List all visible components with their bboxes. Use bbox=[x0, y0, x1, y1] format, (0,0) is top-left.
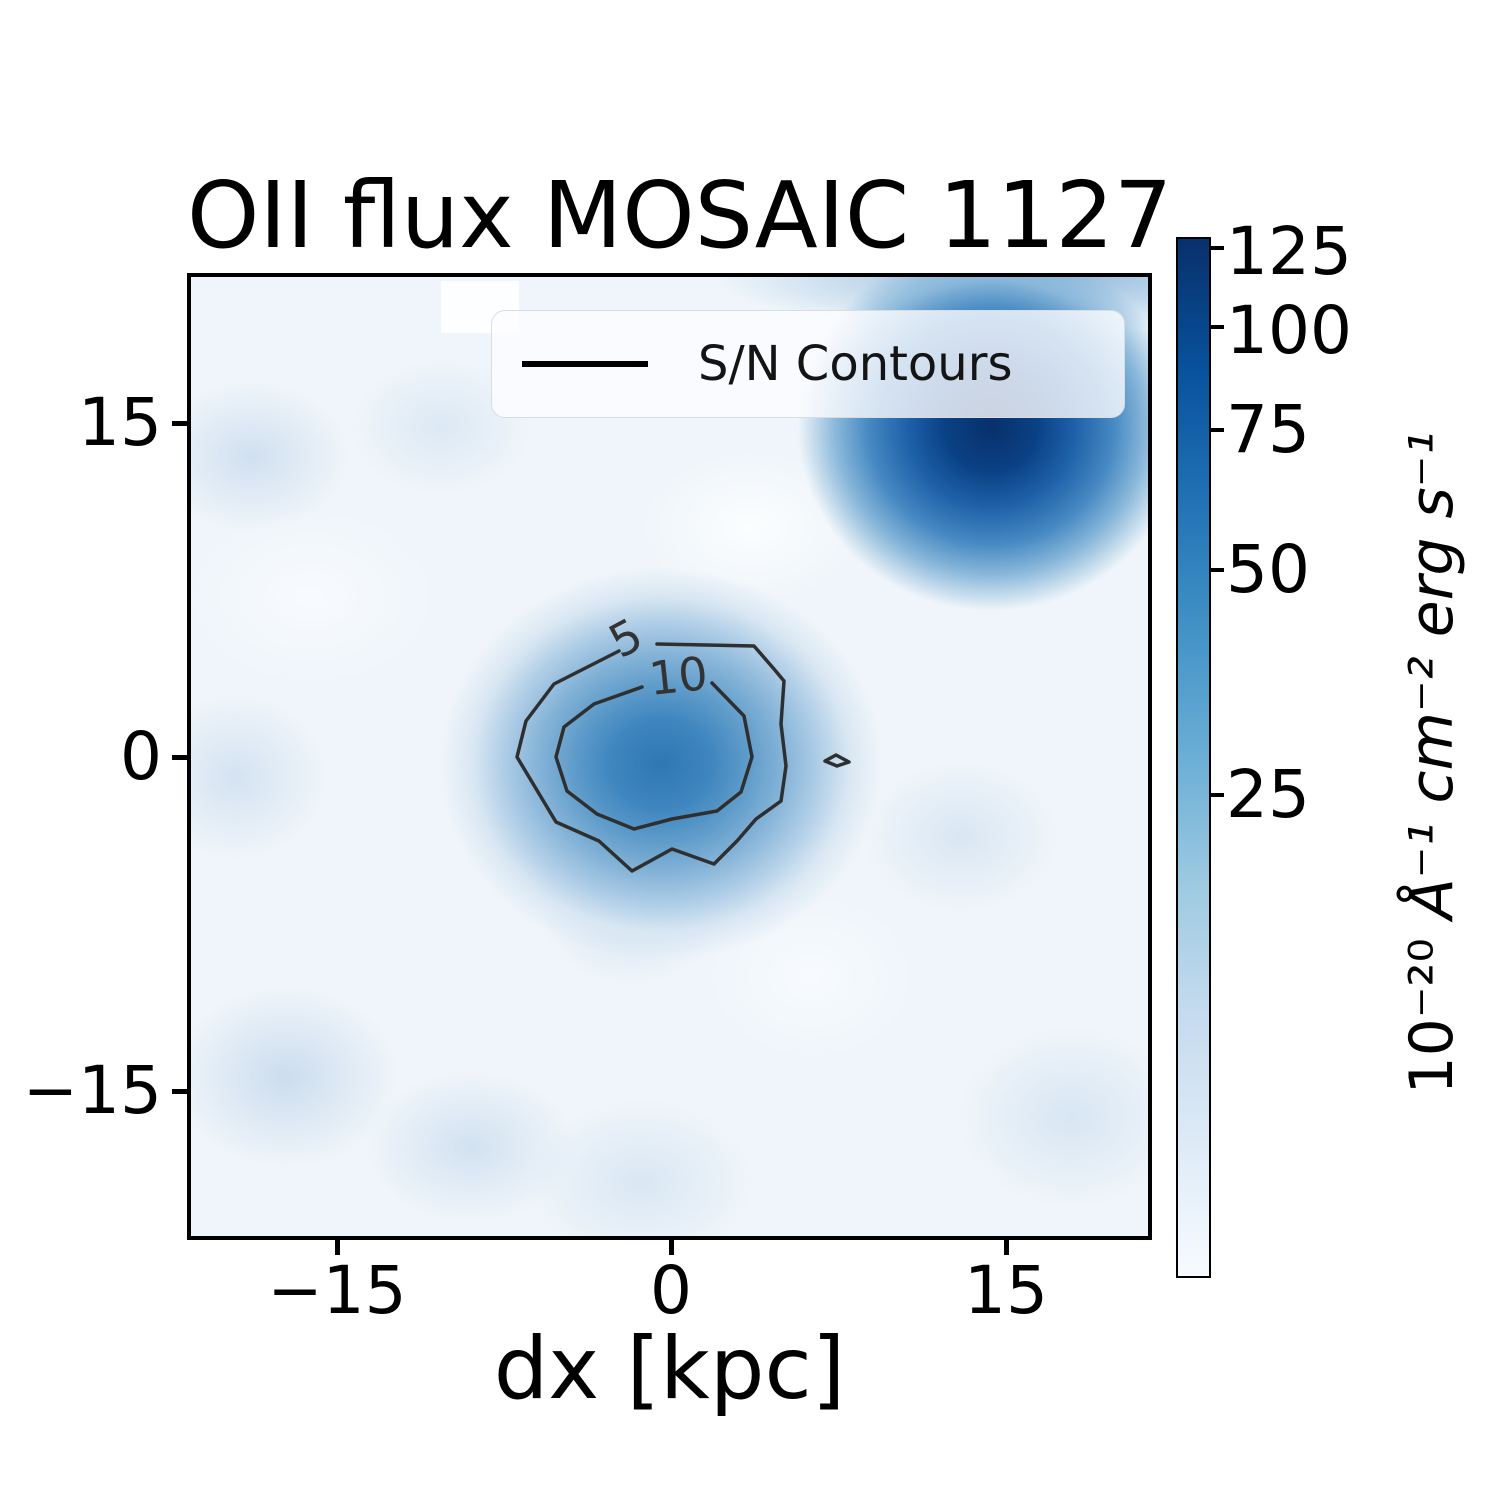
colorbar-unit-label: 10⁻²⁰ Å⁻¹ cm⁻² erg s⁻¹ bbox=[1397, 432, 1467, 1095]
cbar-tick-label-25: 25 bbox=[1226, 756, 1310, 833]
chart-title: OII flux MOSAIC 1127 bbox=[187, 162, 1173, 269]
xtick-mark-0 bbox=[669, 1240, 674, 1255]
colorbar-unit-prefix: 10⁻²⁰ bbox=[1397, 919, 1467, 1095]
legend-label: S/N Contours bbox=[698, 336, 1013, 392]
xtick-label-m15: −15 bbox=[267, 1252, 407, 1329]
ytick-label-0: 0 bbox=[120, 718, 162, 795]
contour-label-10: 10 bbox=[646, 646, 711, 706]
colorbar-unit-units: Å⁻¹ cm⁻² erg s⁻¹ bbox=[1397, 431, 1467, 920]
legend-line-icon bbox=[522, 361, 648, 367]
cbar-tick-mark-75 bbox=[1211, 428, 1224, 432]
cbar-tick-label-75: 75 bbox=[1226, 391, 1310, 468]
ytick-mark-m15 bbox=[172, 1089, 187, 1094]
xtick-label-0: 0 bbox=[650, 1252, 692, 1329]
x-axis-label: dx [kpc] bbox=[493, 1319, 846, 1419]
sn-contours bbox=[515, 642, 851, 873]
cbar-tick-mark-25 bbox=[1211, 793, 1224, 797]
sn5-contour-island bbox=[823, 753, 851, 768]
ytick-mark-0 bbox=[172, 755, 187, 760]
xtick-mark-m15 bbox=[335, 1240, 340, 1255]
xtick-mark-15 bbox=[1004, 1240, 1009, 1255]
ytick-label-15: 15 bbox=[78, 384, 162, 461]
ytick-mark-15 bbox=[172, 421, 187, 426]
plot-area: 5 10 S/N Contours bbox=[187, 273, 1152, 1240]
legend: S/N Contours bbox=[491, 310, 1125, 418]
flux-heatmap bbox=[191, 277, 1148, 1236]
cbar-tick-mark-100 bbox=[1211, 325, 1224, 329]
ytick-label-m15: −15 bbox=[22, 1052, 162, 1129]
sn10-contour bbox=[554, 681, 754, 831]
cbar-tick-mark-125 bbox=[1211, 246, 1224, 250]
cbar-tick-label-100: 100 bbox=[1226, 292, 1352, 369]
colorbar bbox=[1176, 237, 1211, 1278]
xtick-label-15: 15 bbox=[964, 1252, 1048, 1329]
cbar-tick-label-125: 125 bbox=[1226, 213, 1352, 290]
sn5-contour bbox=[515, 642, 788, 873]
cbar-tick-mark-50 bbox=[1211, 568, 1224, 572]
cbar-tick-label-50: 50 bbox=[1226, 531, 1310, 608]
